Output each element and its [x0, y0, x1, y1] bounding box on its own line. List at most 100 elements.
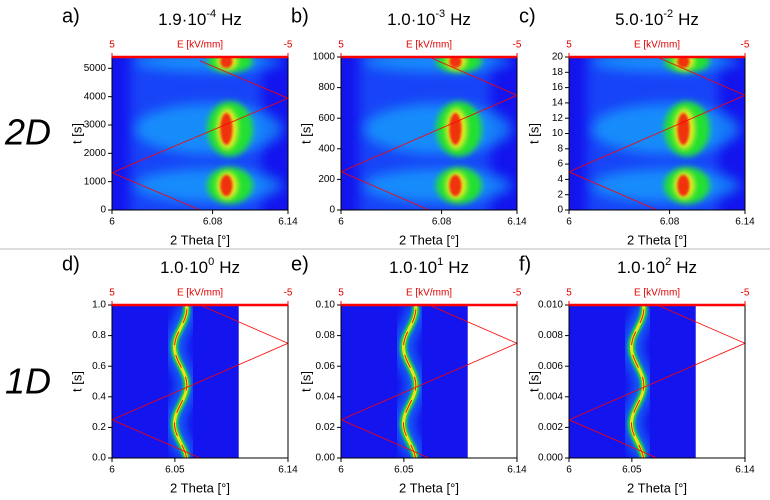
title-exponent: -3 — [435, 8, 445, 20]
panel-letter: f) — [519, 253, 531, 275]
y-tick-label: 18 — [552, 67, 564, 78]
x2-tick-label: -5 — [513, 288, 522, 299]
y-tick-label: 0.00 — [316, 453, 336, 464]
y-axis-label: t [s] — [526, 371, 541, 392]
heatmap-blob — [677, 112, 690, 145]
title-exponent: 1 — [437, 256, 443, 268]
y-tick-label: 0.8 — [92, 330, 106, 341]
plot-area — [112, 57, 288, 210]
y-tick-label: 0.004 — [538, 391, 563, 402]
x-axis-label: 2 Theta [°] — [399, 480, 459, 495]
y-tick-label: 0 — [329, 205, 335, 216]
panel-letter: e) — [291, 253, 309, 275]
y-tick-label: 0.04 — [316, 391, 336, 402]
x-axis-label: 2 Theta [°] — [627, 232, 687, 247]
y-tick-label: 5000 — [84, 63, 107, 74]
x-tick-label: 6.05 — [394, 465, 414, 476]
y-tick-label: 0.4 — [92, 391, 106, 402]
panel-letter: a) — [62, 5, 80, 27]
field-line — [112, 305, 288, 458]
x-axis-label: 2 Theta [°] — [170, 232, 230, 247]
heatmap-blob — [449, 57, 462, 69]
y-tick-label: 0.006 — [538, 361, 563, 372]
title-exponent: 2 — [665, 256, 671, 268]
field-line — [341, 305, 517, 458]
heatmap-blob — [220, 112, 233, 145]
row-label: 2D — [4, 112, 51, 153]
field-line — [569, 305, 745, 458]
x-tick-label: 6 — [566, 465, 572, 476]
x2-tick-label: -5 — [513, 40, 522, 51]
panel-title: 5.0·10-2 Hz — [615, 8, 699, 30]
y-axis-label: t [s] — [298, 123, 313, 144]
x-tick-label: 6 — [566, 217, 572, 228]
title-mantissa: 1.0·10 — [389, 258, 437, 277]
field-line — [112, 60, 288, 210]
y-tick-label: 0.008 — [538, 330, 563, 341]
x2-tick-label: 5 — [566, 40, 572, 51]
field-line — [341, 57, 517, 210]
y-tick-label: 10 — [552, 128, 564, 139]
x-axis-label: 2 Theta [°] — [399, 232, 459, 247]
y-tick-label: 800 — [318, 82, 335, 93]
plot-area — [341, 305, 517, 458]
x-tick-label: 6.05 — [165, 465, 185, 476]
heatmap-blob — [449, 174, 462, 197]
y-tick-label: 0.10 — [316, 300, 336, 311]
plot-area — [569, 57, 745, 210]
panel-title: 1.0·102 Hz — [617, 256, 697, 278]
title-unit: Hz — [219, 258, 240, 277]
x2-tick-label: 5 — [109, 40, 115, 51]
y-tick-label: 0 — [100, 205, 106, 216]
row-label: 1D — [5, 361, 51, 402]
y-tick-label: 3000 — [84, 120, 107, 131]
y-axis-label: t [s] — [69, 123, 84, 144]
y-axis-label: t [s] — [526, 123, 541, 144]
y-tick-label: 0.08 — [316, 330, 336, 341]
heatmap-blob — [220, 57, 233, 69]
y-tick-label: 2 — [557, 189, 563, 200]
x-tick-label: 6.14 — [735, 465, 755, 476]
panel-letter: c) — [519, 5, 536, 27]
y-tick-label: 6 — [557, 159, 563, 170]
x-tick-label: 6 — [109, 465, 115, 476]
y-axis-label: t [s] — [69, 371, 84, 392]
title-mantissa: 1.9·10 — [158, 10, 206, 29]
x2-axis-label: E [kV/mm] — [177, 288, 223, 299]
x2-axis-label: E [kV/mm] — [177, 40, 223, 51]
y-tick-label: 0.002 — [538, 422, 563, 433]
y-tick-label: 4 — [557, 174, 563, 185]
panel-title: 1.0·101 Hz — [389, 256, 469, 278]
title-unit: Hz — [221, 10, 242, 29]
title-mantissa: 5.0·10 — [615, 10, 663, 29]
plot-area — [341, 57, 517, 210]
plot-area — [112, 305, 288, 458]
y-tick-label: 0.010 — [538, 300, 563, 311]
x2-tick-label: -5 — [741, 40, 750, 51]
x-tick-label: 6.14 — [735, 217, 755, 228]
y-tick-label: 20 — [552, 52, 564, 63]
y-tick-label: 600 — [318, 113, 335, 124]
x2-axis-label: E [kV/mm] — [634, 40, 680, 51]
panel-letter: d) — [62, 253, 80, 275]
heatmap-blob — [677, 57, 690, 69]
x-tick-label: 6.08 — [432, 217, 452, 228]
field-line — [569, 57, 745, 210]
x-tick-label: 6.14 — [507, 465, 527, 476]
x2-axis-label: E [kV/mm] — [406, 40, 452, 51]
heatmap-blob — [220, 174, 233, 197]
title-mantissa: 1.0·10 — [387, 10, 435, 29]
x2-tick-label: 5 — [338, 288, 344, 299]
y-tick-label: 14 — [552, 98, 564, 109]
title-exponent: -2 — [663, 8, 673, 20]
y-tick-label: 12 — [552, 113, 564, 124]
y-tick-label: 8 — [557, 143, 563, 154]
x2-tick-label: -5 — [284, 288, 293, 299]
x-tick-label: 6.14 — [278, 465, 298, 476]
x2-tick-label: 5 — [566, 288, 572, 299]
x2-axis-label: E [kV/mm] — [406, 288, 452, 299]
y-tick-label: 0.0 — [92, 453, 106, 464]
y-tick-label: 0.000 — [538, 453, 563, 464]
title-unit: Hz — [448, 258, 469, 277]
